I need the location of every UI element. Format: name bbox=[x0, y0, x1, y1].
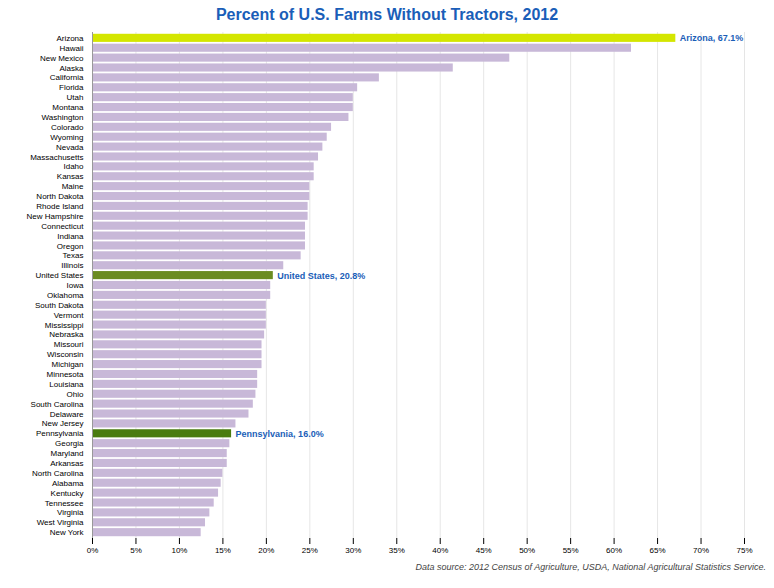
svg-text:15%: 15% bbox=[215, 546, 231, 555]
svg-text:Minnesota: Minnesota bbox=[47, 370, 84, 379]
svg-text:Tennessee: Tennessee bbox=[45, 499, 84, 508]
svg-text:Oklahoma: Oklahoma bbox=[47, 291, 84, 300]
svg-text:Maryland: Maryland bbox=[51, 449, 84, 458]
svg-text:Arizona, 67.1%: Arizona, 67.1% bbox=[680, 33, 744, 43]
svg-text:Montana: Montana bbox=[52, 103, 84, 112]
svg-text:35%: 35% bbox=[389, 546, 405, 555]
svg-text:Virginia: Virginia bbox=[57, 508, 84, 517]
svg-text:5%: 5% bbox=[130, 546, 142, 555]
svg-text:Rhode Island: Rhode Island bbox=[36, 202, 83, 211]
svg-text:Kansas: Kansas bbox=[57, 172, 84, 181]
svg-text:South Dakota: South Dakota bbox=[35, 301, 84, 310]
svg-text:United States, 20.8%: United States, 20.8% bbox=[277, 270, 365, 280]
svg-text:Oregon: Oregon bbox=[57, 242, 84, 251]
svg-text:Wisconsin: Wisconsin bbox=[47, 350, 83, 359]
svg-text:West Virginia: West Virginia bbox=[37, 518, 84, 527]
svg-text:Missouri: Missouri bbox=[54, 340, 84, 349]
svg-text:Hawaii: Hawaii bbox=[59, 44, 83, 53]
svg-text:Wyoming: Wyoming bbox=[50, 133, 83, 142]
svg-text:Illinois: Illinois bbox=[61, 261, 83, 270]
svg-text:United States: United States bbox=[35, 271, 83, 280]
svg-text:Utah: Utah bbox=[67, 93, 84, 102]
svg-text:New York: New York bbox=[50, 528, 85, 537]
svg-text:75%: 75% bbox=[736, 546, 752, 555]
svg-text:North Dakota: North Dakota bbox=[36, 192, 84, 201]
svg-text:Texas: Texas bbox=[63, 251, 84, 260]
svg-text:Louisiana: Louisiana bbox=[49, 380, 84, 389]
svg-text:Georgia: Georgia bbox=[55, 439, 84, 448]
svg-text:Arizona: Arizona bbox=[56, 34, 84, 43]
svg-text:Delaware: Delaware bbox=[50, 410, 84, 419]
svg-text:10%: 10% bbox=[171, 546, 187, 555]
svg-text:South Carolina: South Carolina bbox=[31, 400, 84, 409]
svg-text:Alabama: Alabama bbox=[52, 479, 84, 488]
svg-text:New Hampshire: New Hampshire bbox=[27, 212, 84, 221]
svg-text:Michigan: Michigan bbox=[51, 360, 83, 369]
svg-text:Nebraska: Nebraska bbox=[49, 330, 84, 339]
svg-text:Alaska: Alaska bbox=[59, 64, 84, 73]
svg-text:Pennsylvania, 16.0%: Pennsylvania, 16.0% bbox=[236, 429, 324, 439]
svg-text:65%: 65% bbox=[650, 546, 666, 555]
svg-text:Arkansas: Arkansas bbox=[50, 459, 83, 468]
svg-text:Massachusetts: Massachusetts bbox=[30, 153, 83, 162]
svg-text:New Mexico: New Mexico bbox=[40, 54, 84, 63]
svg-text:Idaho: Idaho bbox=[63, 162, 84, 171]
svg-text:45%: 45% bbox=[476, 546, 492, 555]
svg-text:Colorado: Colorado bbox=[51, 123, 84, 132]
html-text:Percent of U.S. Farms Without: Percent of U.S. Farms Without Tractors, … bbox=[215, 6, 559, 23]
svg-text:Maine: Maine bbox=[62, 182, 84, 191]
svg-text:Vermont: Vermont bbox=[54, 311, 85, 320]
svg-text:Washington: Washington bbox=[42, 113, 84, 122]
svg-text:Indiana: Indiana bbox=[57, 232, 84, 241]
svg-text:70%: 70% bbox=[693, 546, 709, 555]
svg-text:30%: 30% bbox=[345, 546, 361, 555]
svg-text:Connecticut: Connecticut bbox=[41, 222, 84, 231]
svg-text:25%: 25% bbox=[302, 546, 318, 555]
svg-text:Kentucky: Kentucky bbox=[51, 489, 84, 498]
svg-text:Ohio: Ohio bbox=[67, 390, 84, 399]
svg-text:Nevada: Nevada bbox=[56, 143, 84, 152]
svg-text:55%: 55% bbox=[563, 546, 579, 555]
svg-text:California: California bbox=[50, 73, 84, 82]
svg-text:Pennsylvania: Pennsylvania bbox=[36, 429, 84, 438]
svg-text:0%: 0% bbox=[87, 546, 99, 555]
svg-text:Florida: Florida bbox=[59, 83, 84, 92]
svg-text:20%: 20% bbox=[258, 546, 274, 555]
html-text:Data source: 2012 Census of Ag: Data source: 2012 Census of Agriculture,… bbox=[415, 562, 766, 572]
svg-text:Iowa: Iowa bbox=[67, 281, 84, 290]
svg-text:40%: 40% bbox=[432, 546, 448, 555]
svg-text:Mississippi: Mississippi bbox=[45, 321, 84, 330]
svg-text:North Carolina: North Carolina bbox=[32, 469, 84, 478]
svg-text:50%: 50% bbox=[519, 546, 535, 555]
svg-text:60%: 60% bbox=[606, 546, 622, 555]
svg-text:New Jersey: New Jersey bbox=[42, 419, 84, 428]
